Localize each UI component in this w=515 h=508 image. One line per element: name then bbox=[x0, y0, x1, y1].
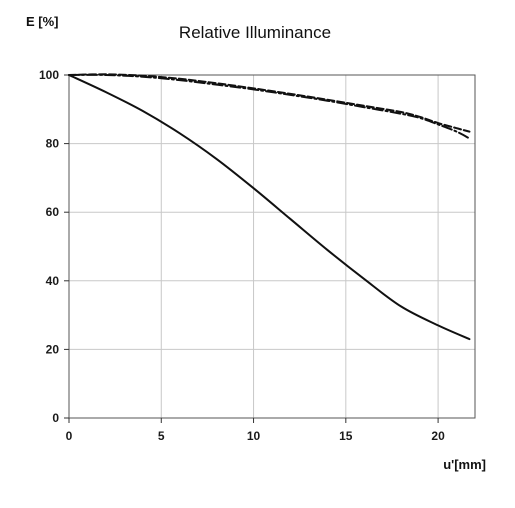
y-tick-label: 100 bbox=[39, 68, 59, 82]
y-tick-label: 0 bbox=[52, 411, 59, 425]
x-tick-label: 15 bbox=[339, 429, 353, 443]
y-tick-label: 20 bbox=[46, 342, 60, 356]
y-axis-label: E [%] bbox=[26, 14, 59, 29]
axis-ticks: 0 5 10 15 20 0 20 40 60 80 100 bbox=[39, 68, 445, 443]
y-tick-label: 80 bbox=[46, 137, 60, 151]
y-tick-label: 40 bbox=[46, 274, 60, 288]
series-line-3-dash-dot bbox=[68, 73, 471, 140]
grid bbox=[69, 75, 475, 418]
chart-title: Relative Illuminance bbox=[179, 23, 331, 42]
x-tick-label: 10 bbox=[247, 429, 261, 443]
x-tick-label: 20 bbox=[431, 429, 445, 443]
x-axis-label: u'[mm] bbox=[443, 457, 486, 472]
plot-frame bbox=[68, 74, 476, 419]
x-tick-label: 5 bbox=[158, 429, 165, 443]
y-tick-label: 60 bbox=[46, 205, 60, 219]
x-tick-label: 0 bbox=[66, 429, 73, 443]
series-lines bbox=[68, 73, 471, 341]
series-line-1-solid bbox=[68, 74, 471, 341]
